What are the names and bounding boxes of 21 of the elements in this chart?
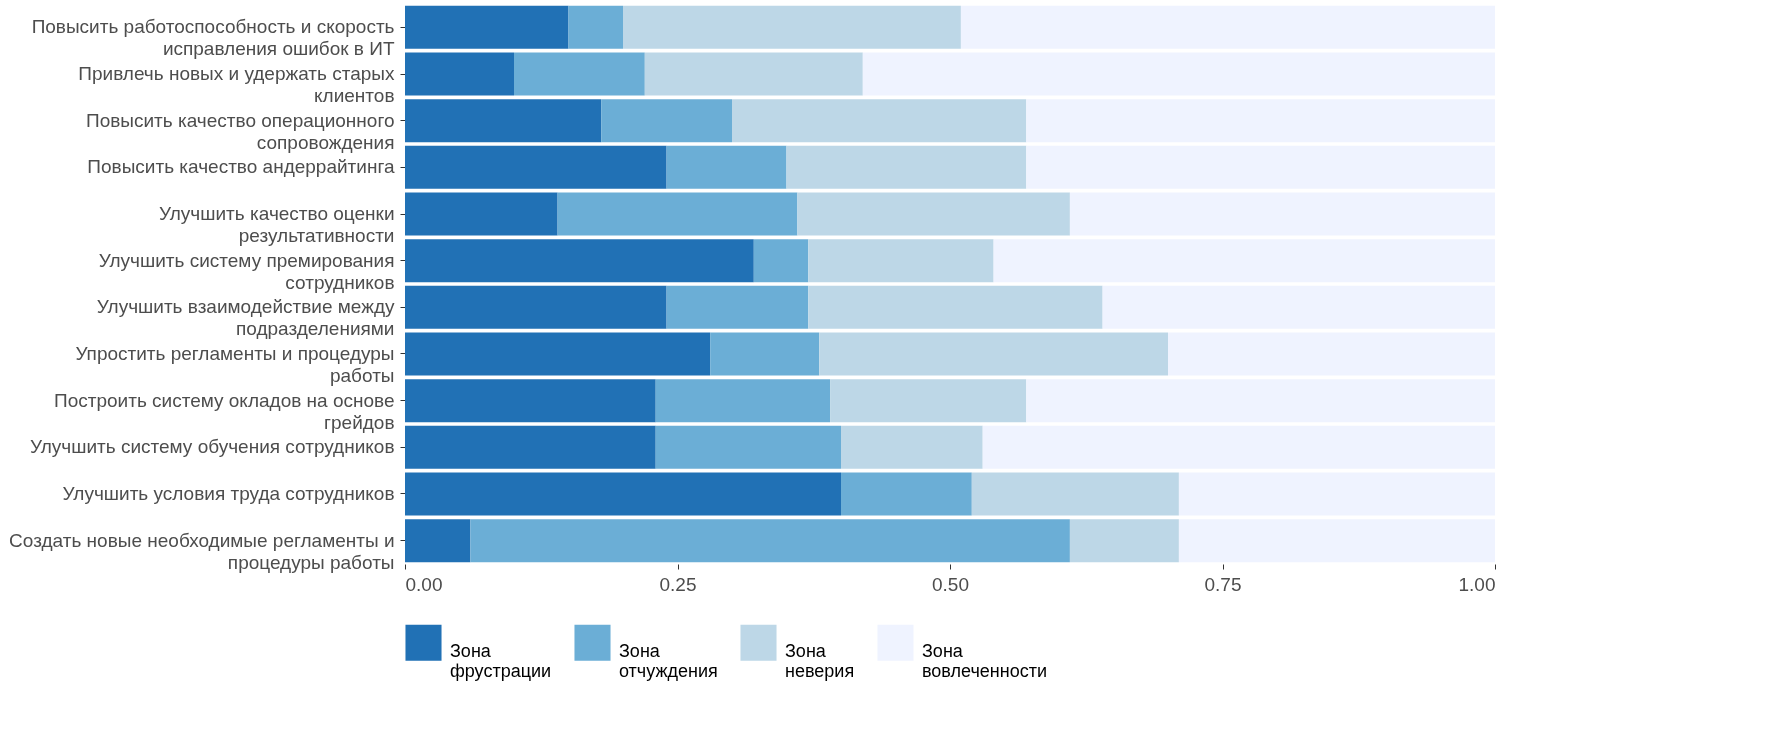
y-tick-label: Улучшить систему обучения сотрудников — [29, 436, 395, 458]
y-tick-label: Повысить качество операционного сопровождения — [86, 109, 395, 153]
y-tick-label: Создать новые необходимые регламенты и процедуры работы — [9, 529, 395, 573]
x-tick-label: 1.00 — [1458, 573, 1496, 595]
y-tick-label: Улучшить условия труда сотрудников — [62, 483, 395, 504]
y-tick-label: Улучшить систему премирования сотрудников — [98, 249, 395, 293]
x-tick-label: 0.75 — [1204, 573, 1242, 595]
y-tick-label: Построить систему окладов на основе грейдов — [54, 389, 395, 433]
x-tick-label: 0.50 — [932, 573, 969, 595]
legend-label: Зона неверия — [785, 640, 855, 681]
legend-label: Зона фрустрации — [450, 640, 552, 681]
x-tick-label: 0.25 — [659, 573, 697, 595]
y-tick-label: Упростить регламенты и процедуры работы — [75, 343, 395, 386]
y-tick-label: Улучшить взаимодействие между подразделениями — [96, 296, 395, 340]
legend-label: Зона отчуждения — [619, 640, 718, 681]
y-tick-label: Привлечь новых и удержать старых клиентов — [78, 63, 395, 106]
x-tick-label: 0.00 — [405, 573, 443, 595]
y-tick-label: Повысить работоспособность и скорость исправления ошибок в ИТ — [31, 16, 395, 60]
legend-label: Зона вовлеченности — [922, 640, 1048, 681]
y-tick-label: Улучшить качество оценки результативности — [158, 203, 395, 246]
y-tick-label: Повысить качество андеррайтинга — [87, 156, 395, 178]
